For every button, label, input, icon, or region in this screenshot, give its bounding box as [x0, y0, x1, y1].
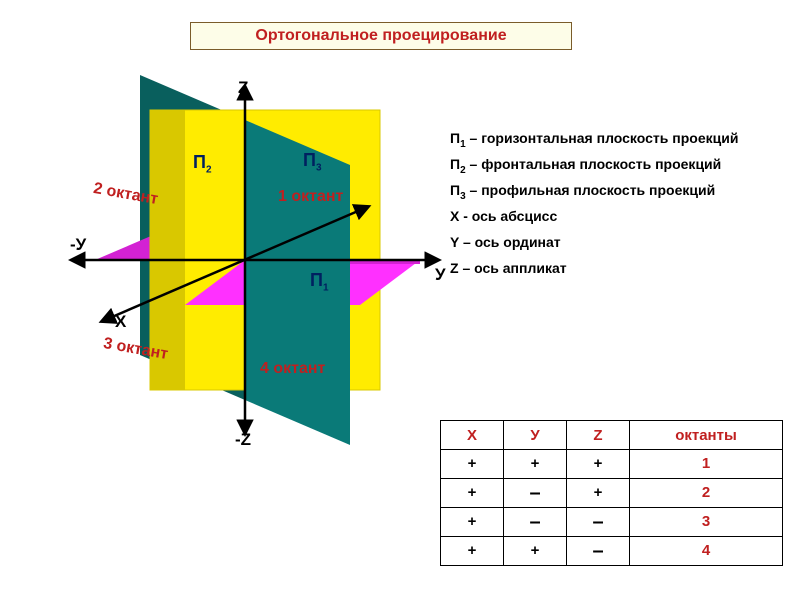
plane-label-P2: П2	[193, 152, 212, 176]
legend-line-0: П1 – горизонтальная плоскость проекций	[450, 130, 738, 150]
plane-label-P1: П1	[310, 270, 329, 294]
legend-line-1: П2 – фронтальная плоскость проекций	[450, 156, 721, 176]
table-row: +–+2	[441, 479, 783, 508]
table-cell: –	[567, 508, 630, 537]
axis-label-mY: -У	[70, 235, 86, 255]
table-cell: +	[504, 450, 567, 479]
octant-label-o1: 1 октант	[278, 188, 343, 206]
orthogonal-diagram	[20, 40, 500, 500]
axis-label-Y: У	[435, 265, 446, 285]
table-cell: +	[567, 450, 630, 479]
table-row: ++–4	[441, 537, 783, 566]
table-cell: 4	[630, 537, 783, 566]
table-cell: 3	[630, 508, 783, 537]
table-header: X	[441, 421, 504, 450]
octant-label-o4: 4 октант	[260, 360, 325, 378]
table-cell: +	[441, 508, 504, 537]
table-header: У	[504, 421, 567, 450]
legend-line-5: Z – ось аппликат	[450, 260, 567, 276]
legend-line-3: X - ось абсцисс	[450, 208, 557, 224]
table-header: октанты	[630, 421, 783, 450]
axis-label-Z: Z	[238, 78, 248, 98]
table-cell: –	[567, 537, 630, 566]
octant-table: XУZоктанты+++1+–+2+––3++–4	[440, 420, 783, 566]
table-cell: 1	[630, 450, 783, 479]
legend-line-4: Y – ось ординат	[450, 234, 561, 250]
table-cell: +	[441, 479, 504, 508]
legend-line-2: П3 – профильная плоскость проекций	[450, 182, 715, 202]
table-header: Z	[567, 421, 630, 450]
table-cell: –	[504, 479, 567, 508]
plane-label-P3: П3	[303, 150, 322, 174]
table-cell: +	[504, 537, 567, 566]
table-cell: +	[441, 537, 504, 566]
table-row: +––3	[441, 508, 783, 537]
table-cell: +	[441, 450, 504, 479]
table-row: +++1	[441, 450, 783, 479]
axis-label-mZ: -Z	[235, 430, 251, 450]
table-cell: 2	[630, 479, 783, 508]
table-cell: –	[504, 508, 567, 537]
axis-label-X: X	[115, 312, 126, 332]
table-cell: +	[567, 479, 630, 508]
